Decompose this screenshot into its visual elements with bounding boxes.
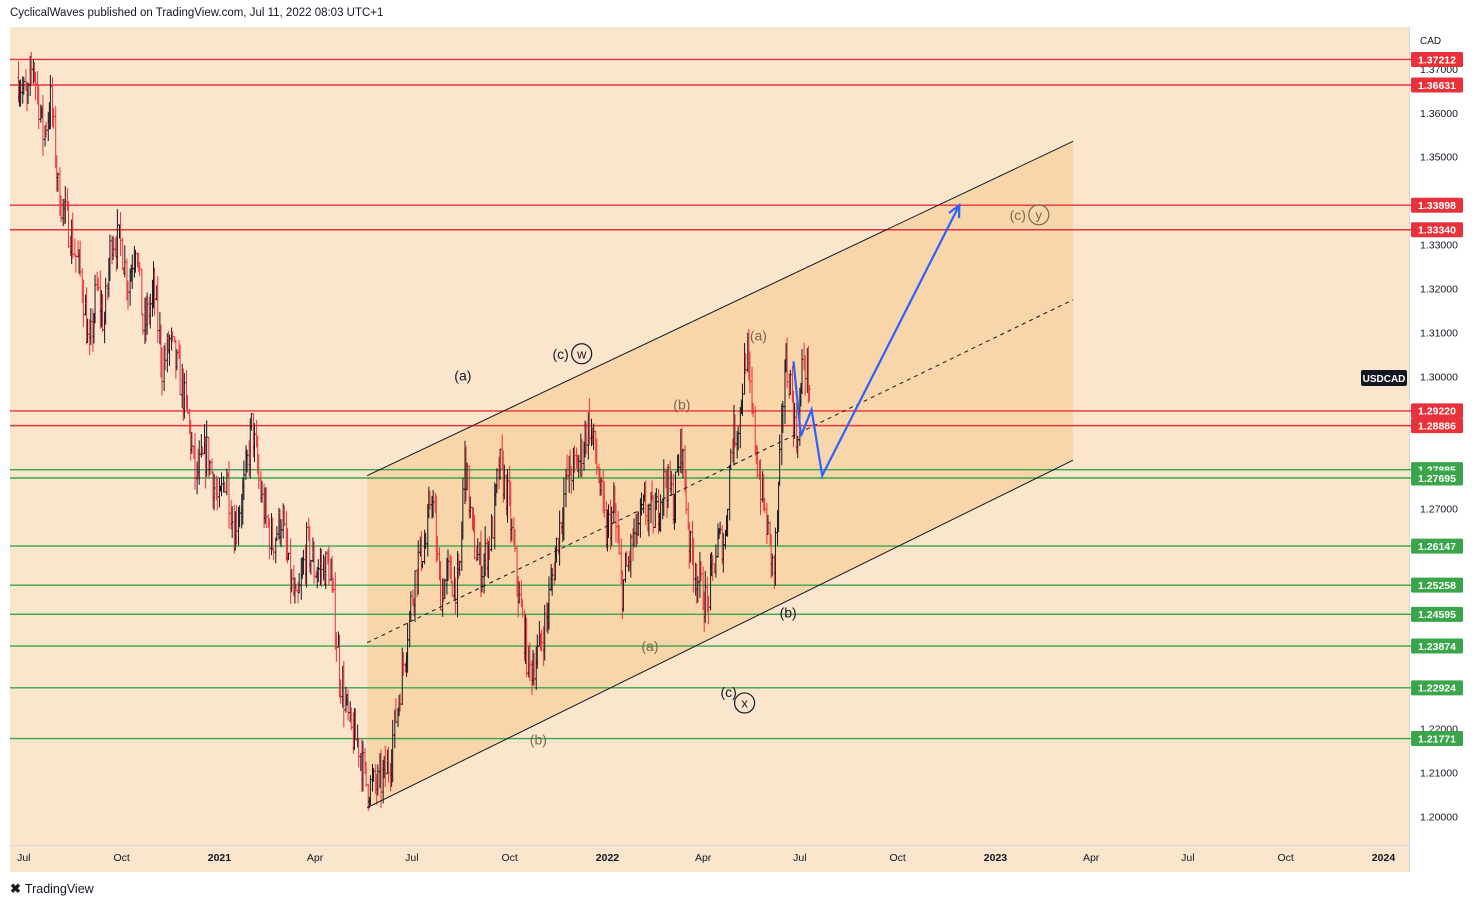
wave-label: (b) [780, 604, 797, 620]
resistance-level-tag-box [1411, 77, 1463, 93]
wave-circle-label: w [576, 346, 587, 361]
resistance-level-tag: 1.33340 [1418, 225, 1456, 237]
price-tick-label: 1.32000 [1420, 284, 1458, 296]
support-level-tag-box [1411, 577, 1463, 593]
time-tick-label: Jul [17, 852, 30, 864]
channel-mid-line [366, 299, 1074, 644]
resistance-level-tag: 1.28886 [1418, 420, 1456, 432]
price-tick-label: 1.21000 [1420, 767, 1458, 779]
support-level-tag: 1.24595 [1418, 609, 1456, 621]
wave-label: (b) [673, 396, 690, 412]
wave-label: (c) [1010, 207, 1026, 223]
symbol-tag-box [1361, 369, 1407, 386]
currency-label: CAD [1420, 36, 1441, 47]
price-tick-label: 1.31000 [1420, 328, 1458, 340]
wave-labels: (a) (c) w (b) (a) (b) (c) x (a) (b) (c) y [454, 204, 1050, 747]
time-tick-label: Jul [1181, 852, 1194, 864]
support-level-tag: 1.23874 [1418, 641, 1456, 653]
wave-circle-label: y [1036, 207, 1043, 222]
price-tick-label: 1.35000 [1420, 152, 1458, 164]
resistance-level-tag: 1.37212 [1418, 54, 1456, 66]
channel-lower-line [366, 459, 1074, 809]
support-level-tag-box [1411, 606, 1463, 622]
trend-channel [366, 140, 1074, 809]
forecast-arrowhead [948, 202, 961, 219]
symbol-tag: USDCAD [1363, 374, 1406, 385]
wave-circle-label: x [741, 695, 748, 710]
tradingview-logo-icon: ✖ [10, 881, 21, 896]
time-axis: Jul Oct 2021 Apr Jul Oct 2022 Apr Jul Oct 2023 Apr J… [17, 852, 1395, 864]
resistance-level-tag-box [1411, 403, 1463, 419]
time-axis-background [10, 845, 1409, 872]
wave-circle [571, 343, 593, 365]
wave-label: (b) [530, 731, 547, 747]
support-level-tag: 1.21771 [1418, 733, 1456, 745]
time-tick-label: Oct [1278, 852, 1294, 864]
resistance-level-tag-box [1411, 51, 1463, 67]
time-tick-label: Oct [501, 852, 517, 864]
publisher-caption: CyclicalWaves published on TradingView.c… [10, 7, 384, 19]
channel-upper-line [366, 140, 1074, 477]
wave-label: (a) [750, 327, 767, 343]
price-tick-label: 1.27000 [1420, 504, 1458, 516]
time-tick-label: 2024 [1372, 852, 1396, 864]
resistance-level-tag: 1.36631 [1418, 80, 1456, 92]
resistance-level-tag-box [1411, 197, 1463, 213]
time-tick-label: Jul [405, 852, 418, 864]
wave-label: (a) [641, 638, 658, 654]
wave-label: (c) [720, 684, 736, 700]
footer: ✖ TradingView [10, 881, 94, 897]
support-level-tag: 1.22924 [1418, 683, 1456, 695]
support-level-tag-box [1411, 538, 1463, 554]
time-tick-label: 2023 [984, 852, 1008, 864]
support-level-tag: 1.26147 [1418, 541, 1456, 553]
resistance-level-tag: 1.33898 [1418, 200, 1456, 212]
brand-name: TradingView [24, 882, 94, 896]
time-tick-label: Jul [793, 852, 806, 864]
support-level-tag-box [1411, 638, 1463, 654]
wave-label: (a) [454, 368, 471, 384]
support-level-tag-box [1411, 680, 1463, 696]
support-level-tag: 1.27695 [1418, 473, 1456, 485]
price-tick-label: 1.33000 [1420, 240, 1458, 252]
price-tick-label: 1.20000 [1420, 811, 1458, 823]
time-tick-label: 2021 [208, 852, 232, 864]
support-level-tag-box [1411, 731, 1463, 747]
support-level-tag-box [1411, 470, 1463, 486]
forecast-path [792, 204, 961, 480]
resistance-level-tag-box [1411, 418, 1463, 434]
wave-circle [1028, 204, 1050, 226]
time-tick-label: Apr [1083, 852, 1100, 864]
time-tick-label: 2022 [596, 852, 620, 864]
candlesticks [17, 51, 811, 811]
resistance-level-tag: 1.29220 [1418, 406, 1456, 418]
price-tags: 1.37212 1.36631 1.33898 1.33340 1.29220 1.288… [1361, 51, 1463, 747]
price-tick-label: 1.30000 [1420, 372, 1458, 384]
wave-circle [733, 692, 756, 714]
support-level-tag: 1.25258 [1418, 580, 1456, 592]
horizontal-levels [10, 58, 1413, 740]
time-tick-label: Oct [889, 852, 905, 864]
time-tick-label: Apr [695, 852, 712, 864]
price-tick-label: 1.36000 [1420, 108, 1458, 120]
time-tick-label: Apr [307, 852, 324, 864]
wave-label: (c) [553, 346, 569, 362]
time-tick-label: Oct [113, 852, 129, 864]
resistance-level-tag-box [1411, 222, 1463, 238]
